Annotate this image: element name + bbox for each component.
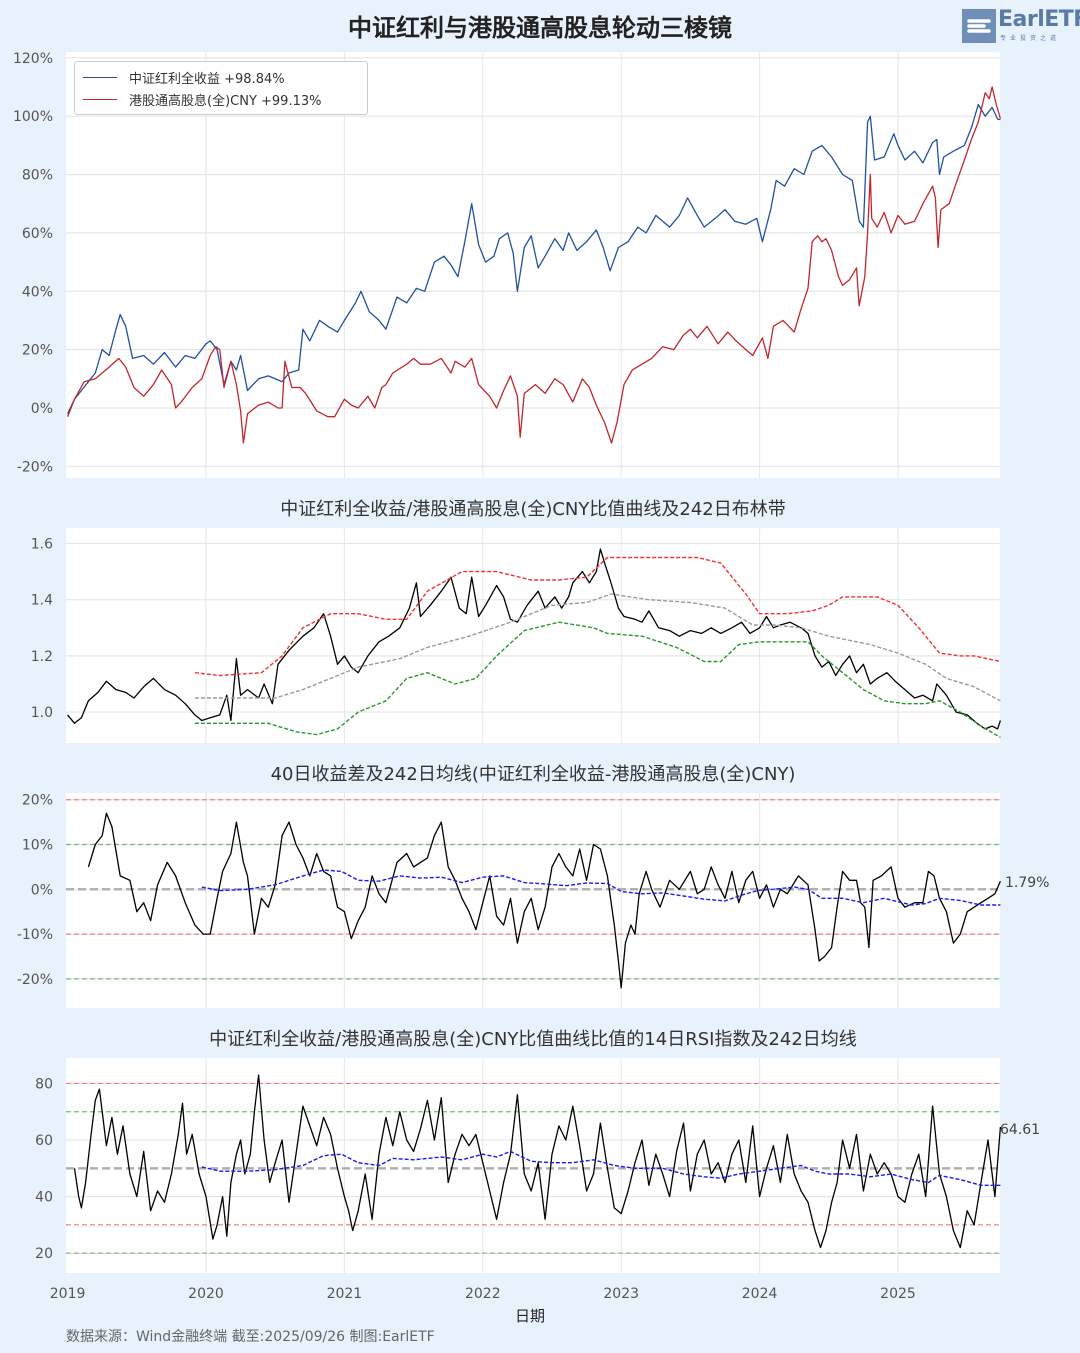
y-tick-label: 80 — [35, 1076, 53, 1092]
series-line — [201, 1150, 1001, 1187]
logo-text: EarlETF — [998, 7, 1080, 32]
y-tick-label: 1.6 — [31, 536, 53, 552]
y-tick-label: 60% — [22, 226, 53, 242]
legend-label: 港股通高股息(全)CNY +99.13% — [129, 93, 322, 109]
spread-end-value: 1.79% — [1005, 875, 1050, 891]
y-tick-label: 1.2 — [31, 649, 53, 665]
y-tick-label: 40 — [35, 1190, 53, 1206]
panel-1: -20% 0% 20% 40% 60% 80% 100% 120% — [13, 51, 1002, 478]
series-line — [194, 593, 1001, 702]
y-tick-label: 20 — [35, 1246, 53, 1262]
y-tick-label: -20% — [17, 459, 53, 475]
x-tick-label: 2021 — [327, 1286, 363, 1302]
panel3-title: 40日收益差及242日均线(中证红利全收益-港股通高股息(全)CNY) — [270, 764, 796, 785]
logo-subtext: 专业投资之道 — [1000, 35, 1061, 42]
plot-area — [66, 793, 1000, 1008]
x-tick-label: 2025 — [880, 1286, 916, 1302]
x-tick-label: 2020 — [188, 1286, 224, 1302]
plot-area — [66, 1058, 1000, 1273]
plot-area — [66, 52, 1000, 478]
y-tick-label: 20% — [22, 793, 53, 809]
page-title: 中证红利与港股通高股息轮动三棱镜 — [348, 14, 732, 42]
y-tick-label: 0% — [31, 882, 53, 898]
panel-2: 1.0 1.2 1.4 1.6 — [31, 528, 1002, 743]
series-line — [201, 869, 1001, 906]
series-line — [73, 1074, 1002, 1249]
legend-item-hk-high-dividend: 港股通高股息(全)CNY +99.13% — [83, 89, 321, 109]
y-tick-label: 1.0 — [31, 705, 53, 721]
x-tick-label: 2019 — [50, 1286, 86, 1302]
data-source-footer: 数据来源：Wind金融终端 截至:2025/09/26 制图:EarlETF — [66, 1329, 435, 1345]
panel-3: -20% -10% 0% 10% 20% — [17, 793, 1001, 1008]
logo-mark-icon — [962, 9, 996, 43]
x-tick-label: 2023 — [603, 1286, 639, 1302]
y-tick-label: 100% — [13, 109, 53, 125]
series-line — [66, 86, 1002, 444]
earletf-logo: EarlETF 专业投资之道 — [962, 7, 1080, 43]
series-line — [67, 548, 1002, 730]
chart-legend: 中证红利全收益 +98.84% 港股通高股息(全)CNY +99.13% — [74, 61, 368, 115]
y-tick-label: 60 — [35, 1133, 53, 1149]
panel4-title: 中证红利全收益/港股通高股息(全)CNY比值曲线比值的14日RSI指数及242日… — [209, 1029, 857, 1050]
y-tick-label: 0% — [31, 401, 53, 417]
y-tick-label: 120% — [13, 51, 53, 67]
y-tick-label: -10% — [17, 927, 53, 943]
series-line — [194, 621, 1001, 739]
y-tick-label: 40% — [22, 284, 53, 300]
x-tick-label: 2022 — [465, 1286, 501, 1302]
series-line — [194, 556, 1001, 677]
legend-item-csi-dividend: 中证红利全收益 +98.84% — [83, 67, 285, 87]
y-tick-label: 10% — [22, 838, 53, 854]
panel-4: 2019 2020 2021 2022 2023 2024 2025 20 40 60 80 — [35, 1058, 1002, 1302]
legend-label: 中证红利全收益 +98.84% — [129, 71, 285, 87]
plot-area — [66, 528, 1000, 743]
y-tick-label: 80% — [22, 168, 53, 184]
series-line — [87, 812, 1001, 989]
y-tick-label: 1.4 — [31, 593, 53, 609]
x-tick-label: 2024 — [742, 1286, 778, 1302]
x-axis-label: 日期 — [515, 1307, 546, 1325]
rsi-end-value: 64.61 — [1000, 1122, 1041, 1138]
y-tick-label: 20% — [22, 343, 53, 359]
legend-swatch-red — [83, 98, 117, 100]
panel2-title: 中证红利全收益/港股通高股息(全)CNY比值曲线及242日布林带 — [280, 499, 786, 520]
legend-swatch-blue — [83, 76, 117, 78]
y-tick-label: -20% — [17, 972, 53, 988]
